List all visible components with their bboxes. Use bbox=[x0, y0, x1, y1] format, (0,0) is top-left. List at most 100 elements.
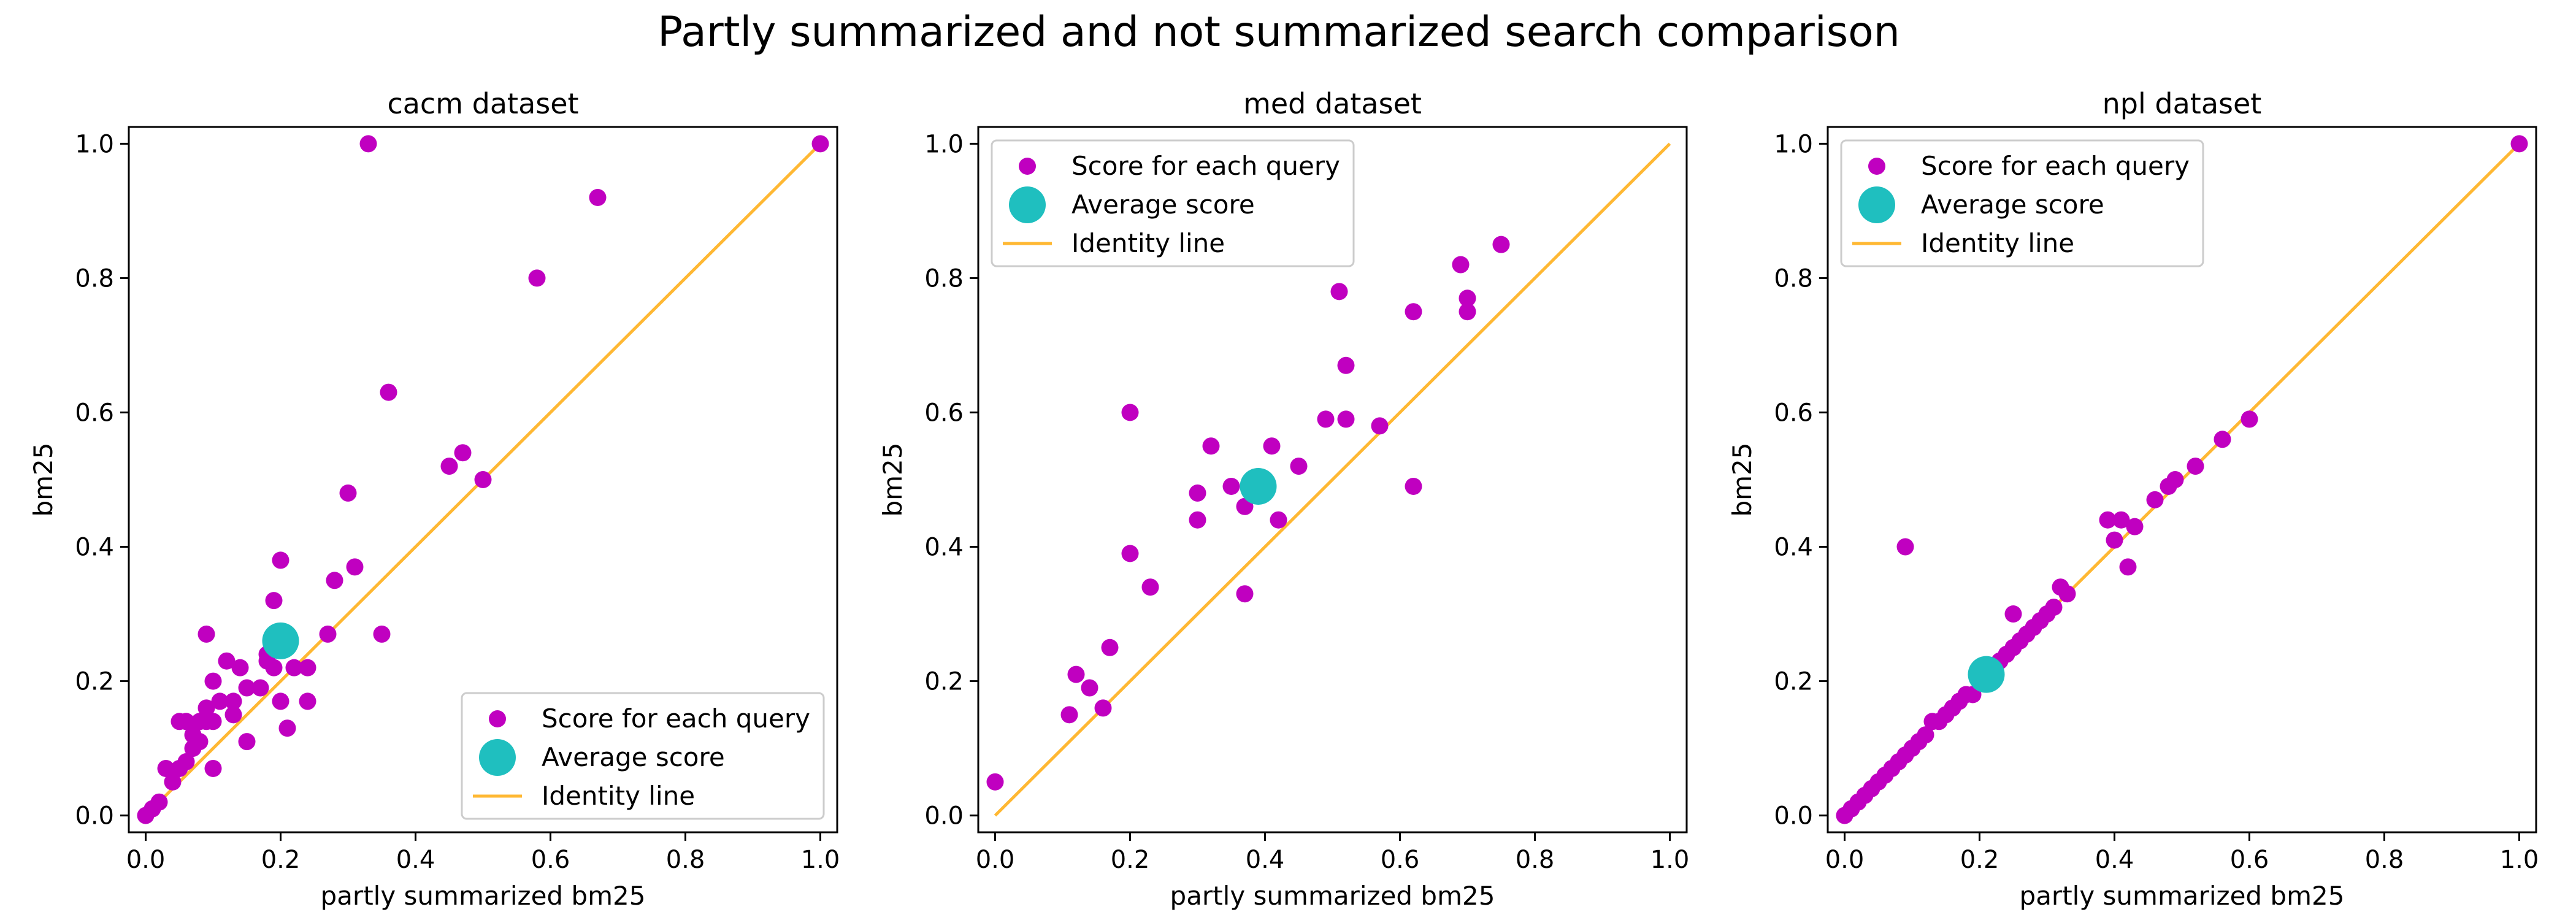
query-score-point bbox=[218, 652, 236, 670]
query-score-point bbox=[197, 625, 215, 643]
y-tick-label: 0.2 bbox=[1774, 668, 1813, 696]
chart-panels: cacm dataset 0.0 0.2 0.4 0.6 0.8 1.0 0.0 0.2 0.4 0… bbox=[28, 87, 2539, 911]
chart-panel: med dataset 0.0 0.2 0.4 0.6 0.8 1.0 0.0 0.2 0.4 0.… bbox=[878, 87, 1689, 911]
query-score-point bbox=[265, 659, 283, 677]
query-score-point bbox=[272, 551, 289, 569]
y-tick-label: 0.4 bbox=[75, 534, 114, 562]
query-score-point bbox=[1405, 303, 1422, 321]
query-score-point bbox=[299, 692, 316, 710]
query-score-point bbox=[1270, 511, 1287, 529]
query-score-point bbox=[589, 189, 607, 206]
panel-title: med dataset bbox=[1243, 87, 1422, 120]
legend-average-marker bbox=[1858, 186, 1895, 223]
query-score-point bbox=[1189, 511, 1206, 529]
legend-entry-label: Score for each query bbox=[542, 703, 810, 734]
query-score-point bbox=[1917, 726, 1934, 744]
legend-box bbox=[1840, 139, 2204, 267]
legend-entry-label: Average score bbox=[1071, 190, 1255, 220]
query-score-point bbox=[197, 699, 215, 717]
query-score-point bbox=[177, 753, 195, 770]
query-score-point bbox=[204, 672, 222, 690]
query-score-point bbox=[1081, 679, 1098, 697]
x-tick-label: 0.8 bbox=[1516, 846, 1555, 874]
query-score-point bbox=[1290, 458, 1308, 475]
chart-panel: cacm dataset 0.0 0.2 0.4 0.6 0.8 1.0 0.0 0.2 0.4 0… bbox=[28, 87, 840, 911]
query-score-point bbox=[359, 135, 377, 153]
legend: Score for each query Average score Identit… bbox=[991, 139, 1355, 267]
x-tick-label: 0.6 bbox=[531, 846, 570, 874]
x-tick-label: 0.2 bbox=[261, 846, 301, 874]
legend-entry-label: Identity line bbox=[542, 781, 695, 811]
legend-entry-label: Identity line bbox=[1071, 228, 1225, 258]
query-score-point bbox=[346, 558, 364, 576]
x-tick-label: 0.0 bbox=[1825, 846, 1865, 874]
average-score-point bbox=[1240, 467, 1277, 505]
y-tick-label: 0.8 bbox=[924, 264, 964, 293]
query-score-point bbox=[1121, 545, 1139, 562]
query-score-point bbox=[2510, 135, 2528, 153]
x-tick-label: 0.4 bbox=[2095, 846, 2134, 874]
x-tick-label: 1.0 bbox=[1650, 846, 1690, 874]
y-axis-label: bm25 bbox=[878, 442, 908, 516]
query-score-point bbox=[454, 444, 472, 462]
query-score-point bbox=[339, 484, 357, 502]
x-tick-label: 0.4 bbox=[1246, 846, 1285, 874]
query-score-point bbox=[2112, 511, 2130, 529]
query-score-point bbox=[231, 659, 249, 677]
query-score-point bbox=[440, 458, 458, 475]
legend-entry-label: Score for each query bbox=[1071, 151, 1340, 181]
axes-frame bbox=[128, 126, 838, 834]
x-tick-label: 0.6 bbox=[2230, 846, 2269, 874]
query-score-point bbox=[1459, 289, 1476, 307]
query-score-point bbox=[278, 719, 296, 737]
chart-panel: npl dataset 0.0 0.2 0.4 0.6 0.8 1.0 0.0 0.2 0.4 0.… bbox=[1727, 87, 2539, 911]
x-tick-label: 0.0 bbox=[976, 846, 1015, 874]
query-score-point bbox=[1337, 410, 1355, 428]
legend-box bbox=[991, 139, 1355, 267]
query-score-point bbox=[1896, 538, 1914, 556]
average-score-point bbox=[1968, 656, 2005, 693]
query-score-point bbox=[204, 713, 222, 730]
y-tick-label: 0.6 bbox=[1774, 399, 1813, 427]
query-score-point bbox=[177, 713, 195, 730]
query-score-point bbox=[1121, 404, 1139, 421]
x-axis-label: partly summarized bm25 bbox=[321, 881, 646, 911]
axes-frame bbox=[977, 126, 1688, 834]
legend-entry-label: Identity line bbox=[1921, 228, 2074, 258]
query-score-point bbox=[211, 692, 229, 710]
figure-title: Partly summarized and not summarized sea… bbox=[657, 8, 1900, 56]
legend-entry-label: Average score bbox=[1921, 190, 2104, 220]
y-tick-label: 1.0 bbox=[75, 130, 114, 158]
query-score-point bbox=[1405, 477, 1422, 495]
legend-average-marker bbox=[479, 739, 516, 776]
y-tick-label: 0.6 bbox=[924, 399, 964, 427]
query-score-point bbox=[2146, 491, 2164, 508]
query-score-point bbox=[1492, 236, 1510, 253]
query-score-point bbox=[2099, 511, 2117, 529]
query-score-point bbox=[1101, 638, 1119, 656]
query-score-point bbox=[164, 773, 182, 791]
query-score-point bbox=[1222, 477, 1240, 495]
legend: Score for each query Average score Identit… bbox=[1840, 139, 2204, 267]
x-tick-label: 1.0 bbox=[2500, 846, 2539, 874]
query-score-point bbox=[2241, 410, 2258, 428]
panel-title: cacm dataset bbox=[387, 87, 578, 120]
query-score-point bbox=[191, 733, 209, 751]
query-score-point bbox=[986, 773, 1004, 791]
y-tick-label: 0.0 bbox=[924, 802, 964, 830]
legend-query-marker bbox=[1868, 158, 1885, 175]
query-score-point bbox=[811, 135, 829, 153]
query-score-point bbox=[1452, 256, 1470, 274]
query-score-point bbox=[224, 692, 242, 710]
y-tick-label: 0.2 bbox=[75, 668, 114, 696]
query-score-point bbox=[1060, 706, 1078, 724]
query-score-point bbox=[528, 269, 546, 287]
y-tick-label: 0.8 bbox=[1774, 264, 1813, 293]
y-tick-label: 0.4 bbox=[1774, 534, 1813, 562]
query-score-point bbox=[2119, 558, 2137, 576]
x-tick-label: 0.8 bbox=[2365, 846, 2404, 874]
query-score-point bbox=[1337, 356, 1355, 374]
query-score-point bbox=[1067, 665, 1085, 683]
query-score-point bbox=[1202, 437, 1220, 455]
